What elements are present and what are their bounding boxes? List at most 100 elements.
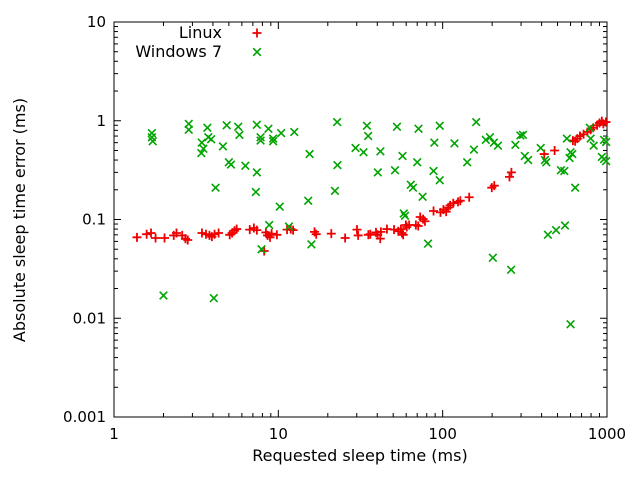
legend-marker-windows7-icon	[252, 47, 262, 57]
linux-data-point	[232, 224, 242, 234]
windows7-data-point	[233, 122, 243, 132]
linux-data-point	[252, 225, 262, 235]
windows7-data-point	[560, 221, 570, 230]
windows7-data-point	[435, 175, 445, 185]
windows7-data-point	[240, 161, 250, 171]
windows7-data-point	[408, 183, 418, 193]
windows7-data-point	[203, 123, 212, 133]
windows7-data-point	[485, 132, 495, 142]
windows7-data-point	[390, 165, 400, 175]
x-tick-label: 1	[109, 425, 119, 443]
windows7-data-point	[351, 143, 360, 153]
linux-data-point	[429, 206, 439, 216]
windows7-data-point	[506, 265, 516, 275]
windows7-data-point	[536, 143, 546, 153]
linux-data-point	[151, 233, 161, 243]
windows7-data-point	[551, 225, 561, 235]
windows7-data-point	[268, 136, 278, 146]
linux-data-point	[352, 225, 362, 235]
windows7-data-point	[218, 142, 228, 151]
windows7-data-point	[585, 123, 595, 133]
windows7-data-point	[289, 127, 299, 137]
windows7-data-point	[275, 202, 285, 211]
windows7-data-point	[363, 131, 373, 141]
windows7-data-point	[429, 166, 438, 176]
windows7-data-point	[435, 121, 445, 131]
windows7-data-point	[400, 211, 410, 221]
windows7-data-point	[330, 186, 340, 196]
linux-data-point	[504, 172, 514, 182]
windows7-data-point	[184, 125, 194, 135]
windows7-data-point	[256, 132, 265, 142]
linux-data-point	[210, 229, 220, 239]
linux-data-point	[132, 232, 142, 242]
windows7-data-point	[392, 122, 402, 132]
windows7-data-point	[462, 157, 472, 167]
windows7-data-point	[469, 145, 479, 154]
linux-data-point	[397, 228, 407, 238]
y-axis-title: Absolute sleep time error (ms)	[10, 98, 29, 342]
windows7-data-point	[256, 136, 265, 145]
windows7-data-point	[488, 253, 498, 263]
windows7-data-point	[307, 240, 316, 249]
windows7-data-point	[199, 144, 208, 154]
windows7-data-point	[429, 138, 439, 148]
windows7-data-point	[268, 134, 278, 143]
windows7-data-point	[252, 120, 262, 130]
windows7-data-point	[398, 151, 407, 161]
windows7-data-point	[450, 139, 459, 148]
windows7-data-point	[559, 166, 569, 176]
windows7-data-point	[562, 134, 572, 143]
windows7-data-point	[196, 148, 206, 158]
windows7-data-point	[376, 146, 385, 156]
linux-data-point	[455, 196, 465, 206]
windows7-data-point	[235, 130, 244, 140]
y-tick-label: 1	[96, 112, 106, 130]
windows7-data-point	[601, 156, 611, 166]
windows7-data-point	[159, 291, 168, 300]
linux-data-point	[160, 233, 170, 243]
linux-data-point	[171, 228, 181, 238]
legend-label-linux: Linux	[179, 23, 222, 42]
linux-data-point	[267, 229, 277, 239]
windows7-data-point	[565, 153, 574, 163]
linux-data-point	[420, 216, 430, 226]
legend-label-windows7: Windows 7	[135, 42, 222, 61]
windows7-data-point	[359, 147, 368, 157]
y-tick-label: 0.001	[63, 408, 106, 426]
windows7-data-point	[209, 293, 219, 303]
windows7-data-point	[251, 187, 261, 197]
windows7-data-point	[586, 134, 595, 143]
windows7-data-point	[333, 160, 342, 170]
windows7-data-point	[373, 168, 383, 177]
windows7-data-point	[211, 183, 220, 193]
windows7-data-point	[423, 239, 433, 248]
linux-data-point	[489, 181, 499, 191]
windows7-data-point	[523, 155, 533, 165]
linux-data-point	[398, 230, 408, 240]
linux-data-point	[550, 145, 560, 155]
windows7-data-point	[601, 137, 611, 147]
x-tick-label: 100	[428, 425, 457, 443]
windows7-data-point	[589, 141, 599, 150]
windows7-data-point	[305, 149, 314, 159]
windows7-data-point	[276, 128, 286, 138]
windows7-data-point	[511, 140, 520, 150]
windows7-data-point	[284, 222, 294, 231]
windows7-data-point	[257, 244, 266, 254]
x-tick-label: 10	[269, 425, 288, 443]
windows7-data-point	[222, 120, 232, 130]
linux-data-point	[353, 230, 363, 240]
linux-data-point	[272, 230, 282, 240]
windows7-data-point	[481, 135, 491, 145]
windows7-data-point	[518, 130, 528, 140]
windows7-data-point	[148, 136, 158, 146]
linux-data-point	[340, 233, 350, 243]
linux-data-point	[288, 225, 298, 235]
windows7-data-point	[226, 160, 236, 169]
linux-data-point	[601, 117, 611, 127]
linux-data-point	[464, 192, 474, 202]
